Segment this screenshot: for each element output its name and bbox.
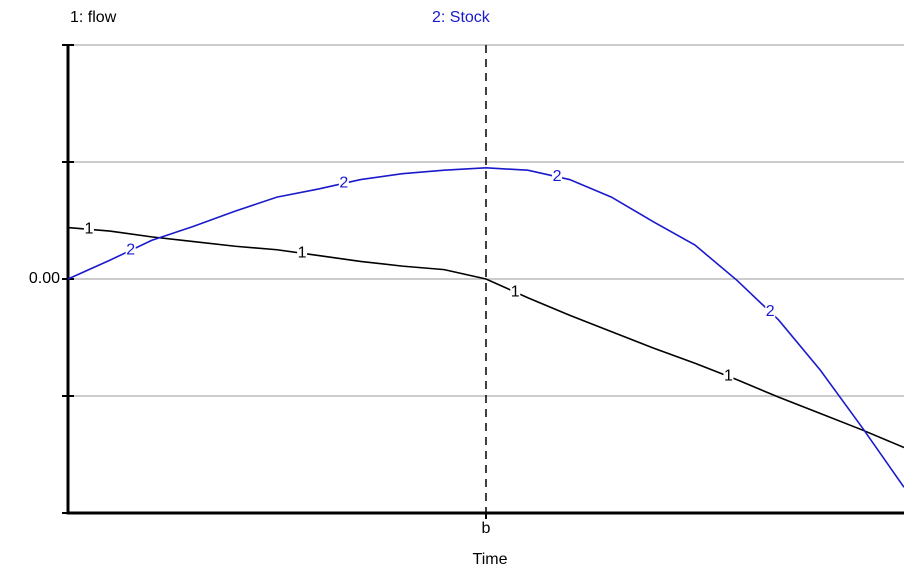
curve-label-bg	[552, 168, 563, 185]
curve-label: 1	[511, 283, 520, 300]
curve-label-bg	[125, 242, 136, 259]
y-tick-label: 0.00	[29, 270, 60, 287]
x-tick-label: b	[482, 520, 491, 537]
curve-label: 1	[298, 244, 307, 261]
curve-label: 2	[766, 303, 775, 320]
curve-label: 1	[84, 220, 93, 237]
curve-label-bg	[338, 175, 349, 192]
curve-label: 2	[126, 242, 135, 259]
curve-label-bg	[765, 303, 776, 320]
curve-label-bg	[723, 368, 734, 385]
x-axis-label: Time	[473, 551, 508, 568]
curve-label: 1	[724, 368, 733, 385]
legend-entry: 1: flow	[70, 9, 117, 26]
legend-entry: 2: Stock	[432, 9, 491, 26]
curve-label: 2	[339, 175, 348, 192]
curve-label: 2	[553, 168, 562, 185]
series-line	[67, 167, 904, 488]
curve-label-bg	[83, 221, 94, 238]
curve-label-bg	[297, 245, 308, 262]
curve-label-bg	[510, 284, 521, 301]
series-line	[67, 226, 904, 449]
